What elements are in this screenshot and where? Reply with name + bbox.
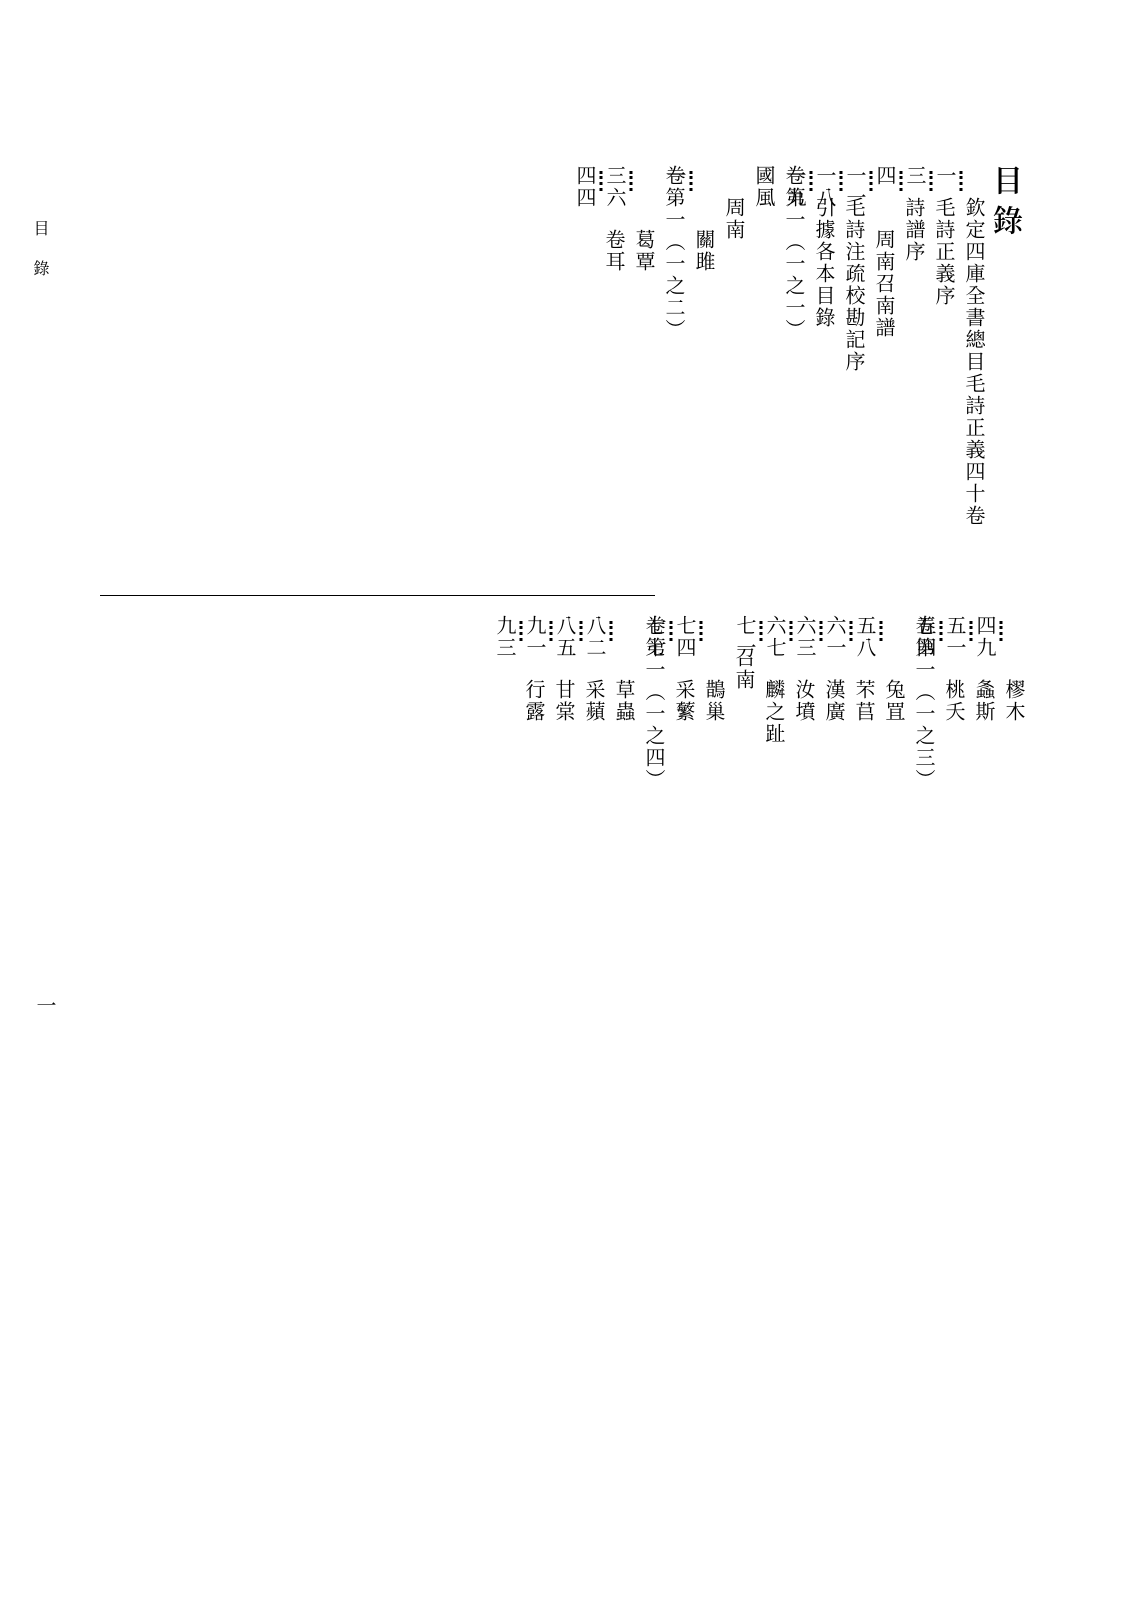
page-number: 四九 bbox=[972, 615, 1001, 659]
page-number: 三六 bbox=[602, 165, 631, 209]
toc-title: 目錄 bbox=[990, 165, 1030, 585]
page-number: 一 bbox=[662, 165, 691, 187]
page-number: 八二 bbox=[582, 615, 611, 659]
toc-heading: 卷第一（一之二） bbox=[660, 165, 690, 585]
page-number: 六一 bbox=[822, 615, 851, 659]
page-number: 七一 bbox=[732, 615, 761, 659]
toc-heading: 國風 bbox=[750, 165, 780, 585]
page-number: 九三 bbox=[492, 615, 521, 659]
page-number: 四 bbox=[872, 165, 901, 187]
entry-text: 汝墳 bbox=[791, 679, 820, 723]
toc-entry: 鵲巢七四 bbox=[700, 615, 730, 1035]
toc-entry: 兔罝五八 bbox=[880, 615, 910, 1035]
toc-heading: 卷第一（一之四） bbox=[640, 615, 670, 1035]
toc-page: 目錄欽定四庫全書總目毛詩正義四十卷一毛詩正義序三詩譜序四周南召南譜一一毛詩注疏校… bbox=[110, 165, 1030, 1165]
toc-entry: 麟之趾七一 bbox=[760, 615, 790, 1035]
page-number: 九一 bbox=[522, 615, 551, 659]
toc-entry: 草蟲八二 bbox=[610, 615, 640, 1035]
page-number: 一九 bbox=[782, 165, 811, 209]
page-number: 七七 bbox=[642, 615, 671, 659]
entry-text: 螽斯 bbox=[971, 679, 1000, 723]
toc-entry: 關雎一 bbox=[690, 165, 720, 585]
entry-text: 周南 bbox=[721, 197, 750, 241]
toc-heading: 卷第一（一之一） bbox=[780, 165, 810, 585]
entry-text: 國風 bbox=[751, 165, 780, 209]
toc-entry: 汝墳六七 bbox=[790, 615, 820, 1035]
entry-text: 甘棠 bbox=[551, 679, 580, 723]
running-head: 目錄 bbox=[30, 220, 53, 300]
entry-text: 詩譜序 bbox=[901, 197, 930, 263]
entry-text: 鵲巢 bbox=[701, 679, 730, 723]
entry-text: 周南召南譜 bbox=[871, 229, 900, 339]
entry-text: 卷耳 bbox=[601, 229, 630, 273]
folio-number: 一 bbox=[32, 995, 61, 1015]
toc-entry: 采蘋八五 bbox=[580, 615, 610, 1035]
page-number: 五四 bbox=[912, 615, 941, 659]
entry-text: 欽定四庫全書總目毛詩正義四十卷 bbox=[961, 197, 990, 527]
toc-entry: 甘棠九一 bbox=[550, 615, 580, 1035]
entry-text: 采蘋 bbox=[581, 679, 610, 723]
entry-text: 葛覃 bbox=[631, 229, 660, 273]
entry-text: 樛木 bbox=[1001, 679, 1030, 723]
page-number: 六三 bbox=[792, 615, 821, 659]
toc-entry: 漢廣六三 bbox=[820, 615, 850, 1035]
toc-bottom-section: 樛木四九螽斯五一桃夭五四卷第一（一之三）兔罝五八芣苢六一漢廣六三汝墳六七麟之趾七… bbox=[520, 615, 1030, 1035]
entry-text: 芣苢 bbox=[851, 679, 880, 723]
toc-entry: 采蘩七七 bbox=[670, 615, 700, 1035]
toc-entry: 螽斯五一 bbox=[970, 615, 1000, 1035]
page-number: 一 bbox=[932, 165, 961, 187]
entry-text: 草蟲 bbox=[611, 679, 640, 723]
entry-text: 漢廣 bbox=[821, 679, 850, 723]
entry-text: 關雎 bbox=[691, 229, 720, 273]
toc-entry: 桃夭五四 bbox=[940, 615, 970, 1035]
page-number: 五一 bbox=[942, 615, 971, 659]
page-number: 三 bbox=[902, 165, 931, 187]
toc-top-section: 目錄欽定四庫全書總目毛詩正義四十卷一毛詩正義序三詩譜序四周南召南譜一一毛詩注疏校… bbox=[600, 165, 1030, 585]
toc-entry: 毛詩注疏校勘記序一八 bbox=[840, 165, 870, 585]
toc-entry: 卷耳四四 bbox=[600, 165, 630, 585]
toc-entry: 毛詩正義序三 bbox=[930, 165, 960, 585]
toc-entry: 周南召南譜一一 bbox=[870, 165, 900, 585]
page-number: 一一 bbox=[842, 165, 871, 209]
toc-entry: 引據各本目錄一九 bbox=[810, 165, 840, 585]
toc-heading: 卷第一（一之三） bbox=[910, 615, 940, 1035]
toc-heading: 召南 bbox=[730, 615, 760, 1035]
entry-text: 采蘩 bbox=[671, 679, 700, 723]
page-number: 一八 bbox=[812, 165, 841, 209]
entry-text: 卷第一（一之二） bbox=[661, 165, 690, 341]
section-divider bbox=[100, 595, 655, 596]
entry-text: 麟之趾 bbox=[761, 679, 790, 745]
entry-text: 毛詩注疏校勘記序 bbox=[841, 197, 870, 373]
entry-text: 行露 bbox=[521, 679, 550, 723]
entry-text: 引據各本目錄 bbox=[811, 197, 840, 329]
page-number: 七四 bbox=[672, 615, 701, 659]
toc-heading: 周南 bbox=[720, 165, 750, 585]
toc-entry: 芣苢六一 bbox=[850, 615, 880, 1035]
entry-text: 兔罝 bbox=[881, 679, 910, 723]
entry-text: 桃夭 bbox=[941, 679, 970, 723]
toc-entry: 行露九三 bbox=[520, 615, 550, 1035]
toc-entry: 葛覃三六 bbox=[630, 165, 660, 585]
toc-entry: 詩譜序四 bbox=[900, 165, 930, 585]
entry-text: 毛詩正義序 bbox=[931, 197, 960, 307]
page-number: 五八 bbox=[852, 615, 881, 659]
page-number: 四四 bbox=[572, 165, 601, 209]
toc-entry: 樛木四九 bbox=[1000, 615, 1030, 1035]
page-number: 六七 bbox=[762, 615, 791, 659]
page-number: 八五 bbox=[552, 615, 581, 659]
